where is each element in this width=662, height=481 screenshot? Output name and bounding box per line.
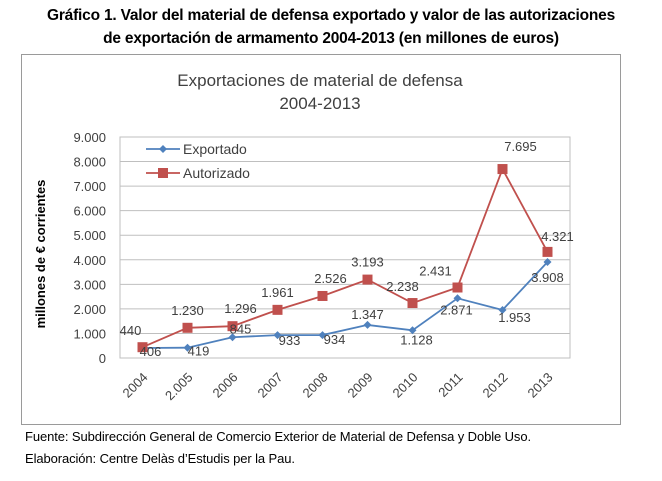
data-point-exportado: [228, 333, 237, 342]
y-axis-label: millones de € corrientes: [33, 180, 48, 329]
y-tick-label: 7.000: [73, 179, 106, 194]
x-tick-label: 2.005: [162, 370, 196, 404]
chart-subtitle: 2004-2013: [279, 94, 360, 113]
x-tick-label: 2004: [120, 370, 151, 401]
data-label-autorizado: 3.193: [351, 255, 384, 270]
data-label-autorizado: 7.695: [504, 139, 537, 154]
data-label-exportado: 419: [188, 344, 210, 359]
data-point-autorizado: [272, 304, 283, 315]
gridlines: [119, 136, 571, 359]
data-point-autorizado: [227, 321, 238, 332]
legend: Exportado Autorizado: [146, 141, 250, 181]
x-tick-label: 2013: [525, 370, 556, 401]
series-line-exportado: [142, 261, 549, 349]
data-point-exportado: [453, 294, 462, 303]
data-point-autorizado: [542, 246, 553, 257]
y-tick-label: 0: [99, 351, 106, 366]
data-point-autorizado: [362, 274, 373, 285]
figure-title-line-2: de exportación de armamento 2004-2013 (e…: [103, 30, 559, 47]
data-point-exportado: [498, 306, 507, 315]
data-label-exportado: 3.908: [531, 270, 564, 285]
credit-note: Elaboración: Centre Delàs d’Estudis per …: [25, 451, 295, 466]
data-point-autorizado: [452, 282, 463, 293]
data-point-autorizado: [137, 342, 148, 353]
data-point-exportado: [273, 331, 282, 340]
data-point-exportado: [318, 331, 327, 340]
data-point-autorizado: [407, 298, 418, 309]
x-tick-label: 2010: [390, 370, 421, 401]
data-label-autorizado: 2.526: [314, 271, 347, 286]
legend-marker-square: [158, 168, 168, 178]
data-label-exportado: 1.953: [498, 310, 531, 325]
chart-title: Exportaciones de material de defensa: [177, 71, 463, 90]
source-note: Fuente: Subdirección General de Comercio…: [25, 429, 531, 444]
series-line-autorizado: [142, 166, 549, 349]
x-tick-label: 2006: [210, 370, 241, 401]
data-label-exportado: 1.128: [400, 332, 433, 347]
x-axis-ticks: 2004 2.005 2006 2007 2008 2009 2010 2011 2012 201…: [120, 370, 556, 404]
x-tick-label: 2009: [345, 370, 376, 401]
data-point-autorizado: [497, 164, 508, 175]
data-label-autorizado: 1.296: [224, 301, 257, 316]
x-tick-label: 2012: [480, 370, 511, 401]
x-tick-label: 2011: [435, 370, 465, 400]
data-point-exportado: [363, 320, 372, 329]
data-label-autorizado: 1.961: [261, 285, 294, 300]
data-point-autorizado: [182, 322, 193, 333]
data-label-exportado: 934: [324, 332, 346, 347]
y-tick-label: 9.000: [73, 130, 106, 145]
series-group: [137, 164, 553, 353]
data-label-autorizado: 440: [120, 323, 142, 338]
data-label-exportado: 933: [279, 333, 301, 348]
data-label-exportado: 1.347: [351, 307, 384, 322]
chart-frame: [21, 54, 621, 425]
data-label-exportado: 2.871: [440, 302, 473, 317]
legend-label-exportado: Exportado: [183, 141, 247, 157]
y-axis-ticks: 0 1.000 2.000 3.000 4.000 5.000 6.000 7.000 8.00…: [73, 130, 106, 366]
legend-label-autorizado: Autorizado: [183, 165, 250, 181]
y-tick-label: 4.000: [73, 253, 106, 268]
data-point-exportado: [408, 326, 417, 335]
data-labels: 406 419 845 933 934 1.347 1.128 2.871 1.953 3.908…: [120, 139, 574, 359]
x-tick-label: 2008: [300, 370, 331, 401]
y-tick-label: 6.000: [73, 204, 106, 219]
y-tick-label: 1.000: [73, 326, 106, 341]
data-point-exportado: [183, 343, 192, 352]
data-label-autorizado: 2.238: [386, 279, 419, 294]
data-point-autorizado: [317, 290, 328, 301]
y-tick-label: 3.000: [73, 277, 106, 292]
data-label-exportado: 406: [140, 344, 162, 359]
legend-marker-diamond: [159, 145, 167, 153]
data-point-exportado: [543, 258, 552, 267]
x-tick-label: 2007: [255, 370, 286, 401]
y-tick-label: 5.000: [73, 228, 106, 243]
data-label-autorizado: 2.431: [419, 264, 452, 279]
data-label-exportado: 845: [230, 321, 252, 336]
y-tick-label: 2.000: [73, 302, 106, 317]
data-label-autorizado: 4.321: [541, 229, 574, 244]
y-tick-label: 8.000: [73, 155, 106, 170]
data-label-autorizado: 1.230: [171, 303, 204, 318]
figure-title-line-1: Gráfico 1. Valor del material de defensa…: [46, 7, 616, 24]
